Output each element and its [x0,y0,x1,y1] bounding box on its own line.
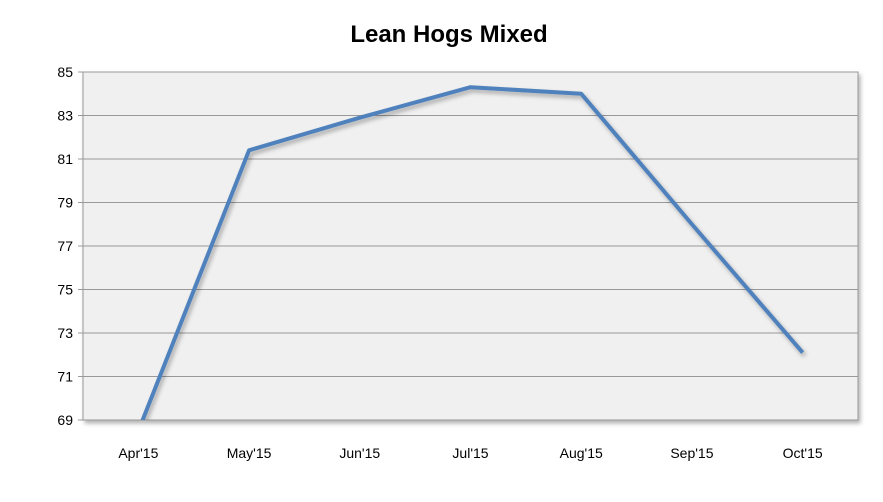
y-tick-label: 71 [57,369,73,385]
x-tick-label: Apr'15 [118,445,158,461]
y-tick-label: 73 [57,325,73,341]
y-tick-label: 83 [57,108,73,124]
x-tick-label: Jul'15 [452,445,488,461]
chart-title: Lean Hogs Mixed [350,21,547,48]
x-tick-label: May'15 [227,445,272,461]
x-tick-label: Sep'15 [670,445,713,461]
y-tick-label: 69 [57,412,73,428]
x-tick-label: Aug'15 [560,445,603,461]
y-tick-label: 75 [57,282,73,298]
y-tick-label: 79 [57,195,73,211]
x-tick-label: Oct'15 [783,445,823,461]
y-tick-label: 81 [57,151,73,167]
line-series [140,85,805,420]
x-tick-label: Jun'15 [339,445,380,461]
y-tick-label: 77 [57,238,73,254]
y-tick-label: 85 [57,64,73,80]
